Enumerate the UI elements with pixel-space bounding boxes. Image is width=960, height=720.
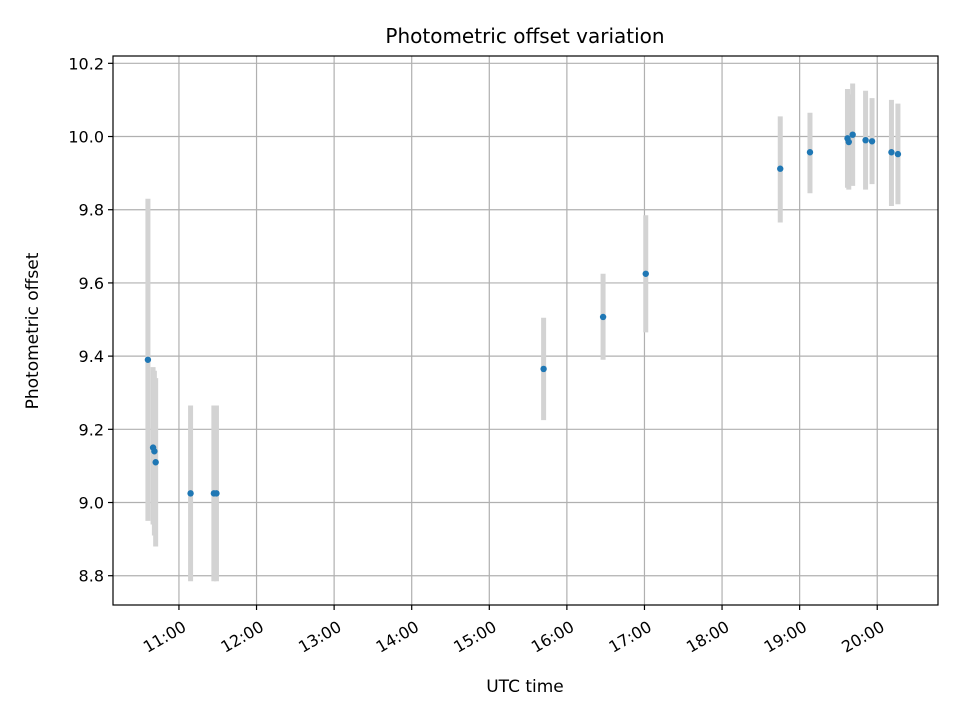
y-tick-label: 9.0 (79, 494, 104, 513)
y-tick-label: 9.2 (79, 420, 104, 439)
data-point (213, 490, 220, 497)
y-tick-label: 8.8 (79, 567, 104, 586)
data-point (845, 138, 852, 146)
data-point (540, 365, 547, 373)
chart-title: Photometric offset variation (385, 24, 664, 48)
data-points (144, 131, 902, 497)
data-point (187, 490, 194, 497)
plot-frame (112, 55, 939, 606)
data-point (152, 459, 159, 466)
data-point (806, 149, 814, 156)
data-point (777, 165, 784, 172)
y-axis-title: Photometric offset (23, 252, 43, 409)
y-tick-label: 9.8 (79, 201, 104, 220)
data-point (151, 448, 158, 455)
y-tick-label: 10.0 (68, 128, 104, 147)
data-point (599, 313, 607, 321)
x-axis-title: UTC time (486, 677, 564, 697)
data-point (144, 356, 152, 363)
data-point (642, 270, 649, 277)
grid (113, 56, 938, 605)
y-tick-label: 9.6 (79, 274, 104, 293)
data-point (894, 150, 902, 158)
data-point (849, 131, 856, 138)
y-tick-label: 10.2 (68, 54, 104, 73)
data-point (868, 138, 876, 145)
data-point (888, 149, 895, 156)
y-tick-label: 9.4 (79, 347, 104, 366)
data-point (862, 136, 869, 144)
